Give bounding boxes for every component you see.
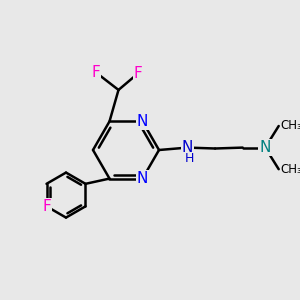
Text: N: N [260, 140, 271, 155]
Text: F: F [134, 66, 142, 81]
Text: H: H [184, 152, 194, 166]
Text: N: N [137, 171, 148, 186]
Text: N: N [182, 140, 193, 155]
Text: F: F [92, 65, 100, 80]
Text: N: N [137, 114, 148, 129]
Text: CH₃: CH₃ [280, 163, 300, 176]
Text: F: F [42, 199, 51, 214]
Text: CH₃: CH₃ [280, 119, 300, 132]
